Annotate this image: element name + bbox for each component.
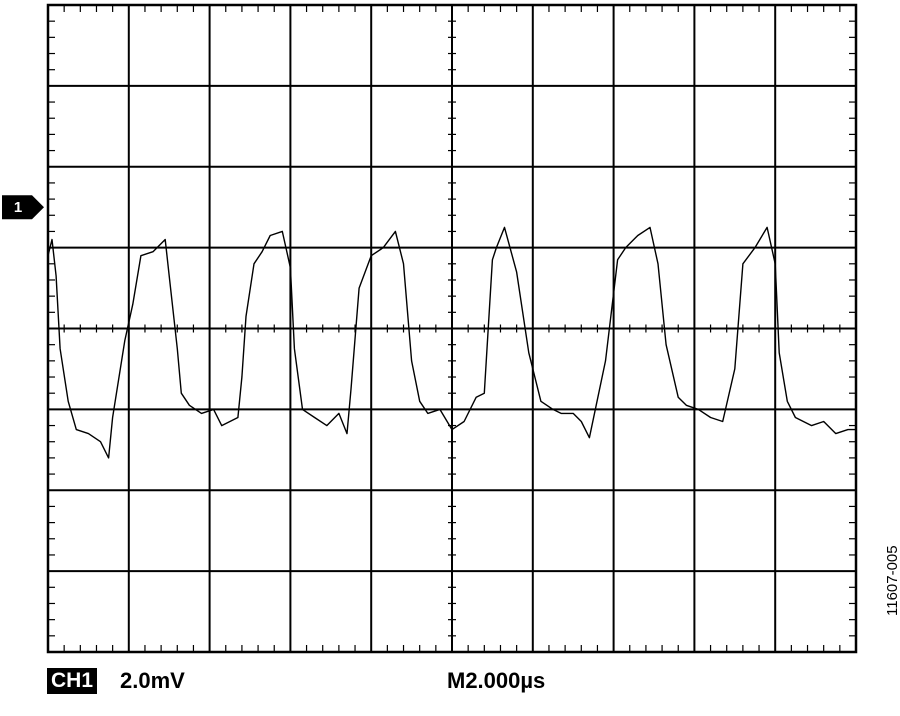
ch1-ground-marker: 1 [2, 195, 44, 220]
ch1-waveform-trace [47, 226, 856, 459]
vertical-scale-readout: 2.0mV [120, 668, 185, 693]
ch1-ground-marker-arrow-icon [2, 195, 44, 220]
screen-border [46, 3, 858, 654]
graticule [48, 5, 856, 652]
ch1-ground-marker-label: 1 [14, 199, 22, 216]
timebase-readout: M2.000µs [447, 668, 546, 693]
figure-id: 11607-005 [884, 545, 900, 616]
channel-badge: CH1 [47, 668, 98, 694]
